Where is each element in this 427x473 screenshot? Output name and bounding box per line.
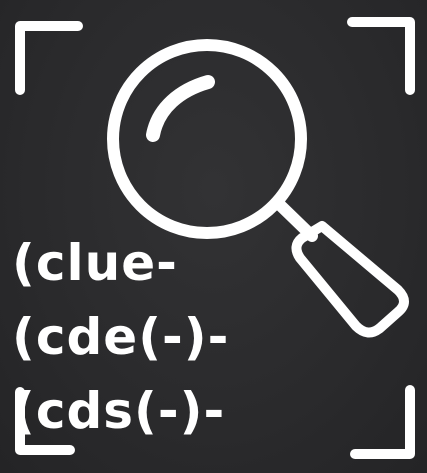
magnifier-lens-icon xyxy=(107,39,307,239)
magnifier-glare-icon xyxy=(146,75,215,142)
corner-top-right-icon xyxy=(347,17,415,95)
corner-top-left-icon xyxy=(15,21,83,95)
magnifier-handle-icon xyxy=(291,221,409,338)
corner-bottom-left-icon xyxy=(15,387,75,455)
code-line-2: (cde(-)- xyxy=(12,308,230,366)
corner-bottom-right-icon xyxy=(350,385,415,459)
code-line-1: (clue- xyxy=(12,234,178,292)
code-line-3: (cds(-)- xyxy=(12,382,226,440)
